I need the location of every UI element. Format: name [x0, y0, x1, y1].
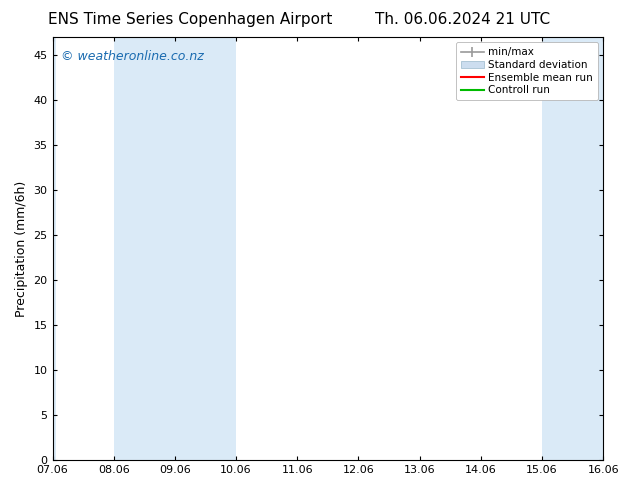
- Bar: [51, 37, 56, 460]
- Y-axis label: Precipitation (mm/6h): Precipitation (mm/6h): [15, 180, 28, 317]
- Bar: [542, 37, 604, 460]
- Text: Th. 06.06.2024 21 UTC: Th. 06.06.2024 21 UTC: [375, 12, 550, 27]
- Text: ENS Time Series Copenhagen Airport: ENS Time Series Copenhagen Airport: [48, 12, 332, 27]
- Text: © weatheronline.co.nz: © weatheronline.co.nz: [61, 50, 204, 63]
- Bar: [113, 37, 236, 460]
- Legend: min/max, Standard deviation, Ensemble mean run, Controll run: min/max, Standard deviation, Ensemble me…: [456, 42, 598, 100]
